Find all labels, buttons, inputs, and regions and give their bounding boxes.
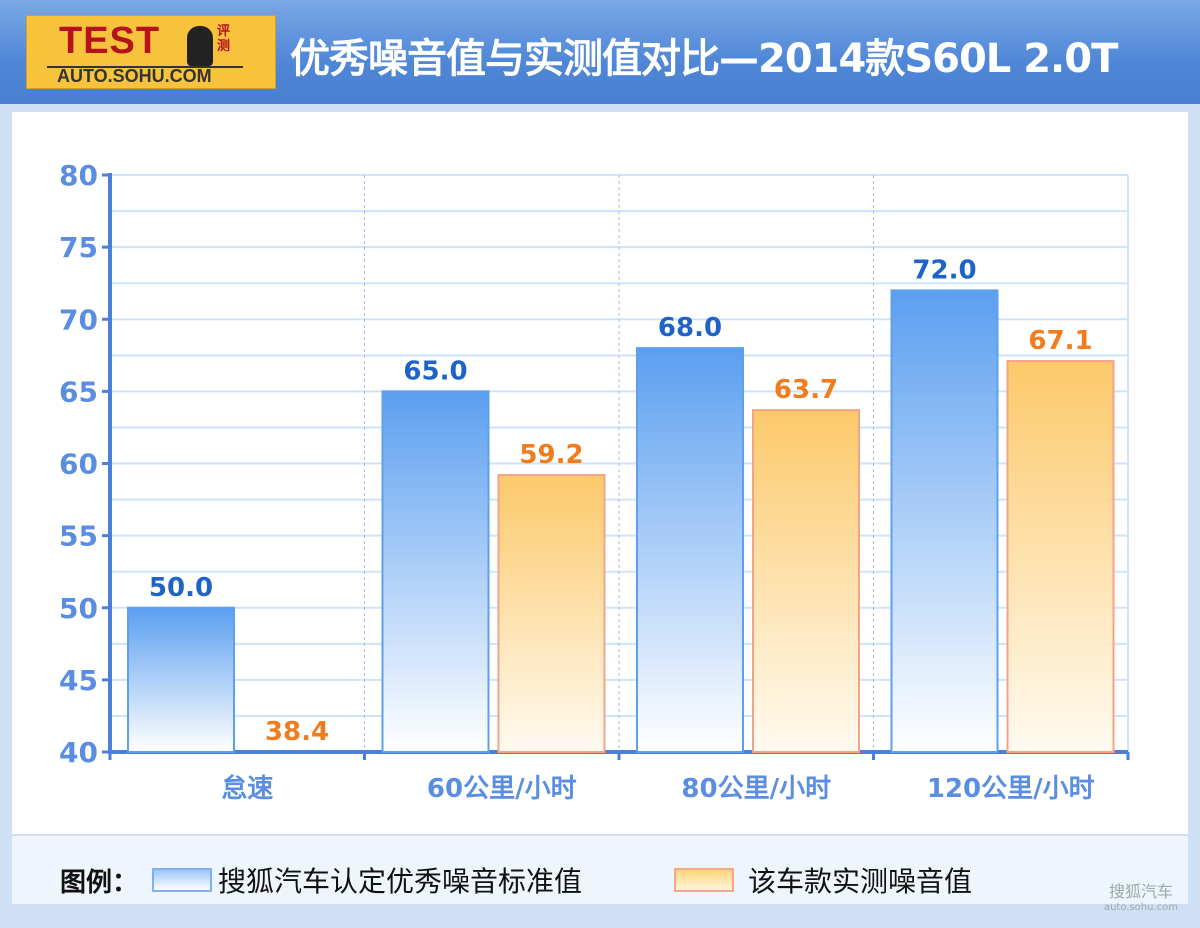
x-category-label: 120公里/小时 [927,774,1095,804]
legend-swatch-standard [152,868,212,892]
header-bar: TEST 评测 AUTO.SOHU.COM 优秀噪音值与实测值对比—2014款S… [0,0,1200,104]
y-tick-label: 70 [59,303,98,336]
x-category-label: 60公里/小时 [427,774,577,804]
legend: 图例： 搜狐汽车认定优秀噪音标准值 该车款实测噪音值 [12,836,1188,904]
x-category-label: 80公里/小时 [681,774,831,804]
logo-divider [47,66,243,68]
y-tick-label: 55 [59,520,98,553]
data-label-measured: 59.2 [519,440,583,470]
bar-measured [1006,360,1115,753]
data-label-measured: 67.1 [1028,326,1092,356]
y-tick-label: 65 [59,375,98,408]
logo-url: AUTO.SOHU.COM [57,66,212,86]
watermark: 搜狐汽车 auto.sohu.com [1104,878,1178,913]
y-tick-label: 50 [59,592,98,625]
y-tick-label: 75 [59,231,98,264]
watermark-name: 搜狐汽车 [1108,882,1173,901]
bar-standard [127,606,235,753]
x-category-label: 怠速 [221,773,273,804]
data-label-standard: 65.0 [403,356,467,386]
logo-text: TEST [59,20,161,62]
chart-title: 优秀噪音值与实测值对比—2014款S60L 2.0T [290,36,1118,82]
bar-measured [497,474,606,753]
legend-label-standard: 搜狐汽车认定优秀噪音标准值 [218,865,583,898]
legend-label-measured: 该车款实测噪音值 [748,865,973,898]
bar-standard [381,390,490,753]
data-label-standard: 50.0 [149,573,213,603]
data-label-standard: 72.0 [912,255,976,285]
logo: TEST 评测 AUTO.SOHU.COM [26,15,276,89]
logo-sub: 评测 [217,24,231,54]
legend-title: 图例： [60,868,139,898]
y-tick-label: 45 [59,664,98,697]
bar-standard [890,289,999,753]
legend-swatch-measured [674,868,734,892]
watermark-url: auto.sohu.com [1103,902,1178,913]
bar-standard [636,347,744,753]
data-label-measured: 38.4 [265,717,329,747]
data-label-measured: 63.7 [774,375,838,405]
logo-figure-icon [187,26,213,66]
y-tick-label: 60 [59,448,98,481]
y-tick-label: 40 [59,736,98,769]
bar-measured [752,409,860,753]
data-label-standard: 68.0 [658,313,722,343]
y-tick-label: 80 [59,159,98,192]
